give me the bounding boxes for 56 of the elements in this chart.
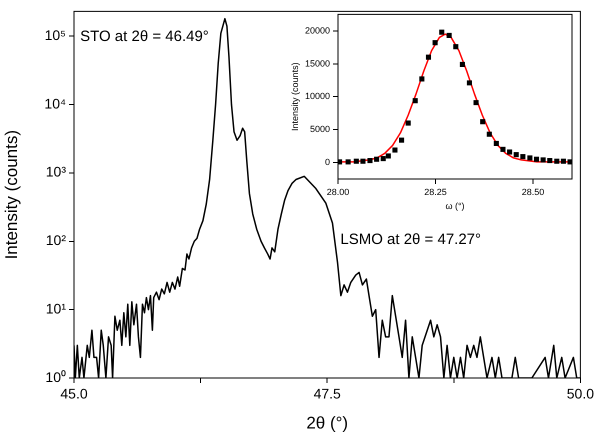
y-tick-label: 0 — [324, 157, 330, 168]
point — [367, 158, 373, 164]
point — [360, 158, 366, 164]
point — [486, 132, 492, 137]
x-tick-label: 47.5 — [314, 385, 342, 402]
point — [412, 98, 418, 104]
annotation: LSMO at 2θ = 47.27° — [340, 230, 482, 248]
point — [426, 54, 432, 60]
point — [500, 146, 506, 152]
point — [453, 44, 458, 50]
y-tick-label: 10³ — [46, 164, 66, 180]
point — [540, 157, 546, 162]
point — [514, 152, 519, 158]
point — [419, 76, 424, 82]
y-axis-title: Intensity (counts) — [290, 62, 300, 131]
point — [346, 159, 351, 164]
point — [554, 158, 560, 164]
point — [386, 153, 391, 158]
point — [494, 140, 499, 146]
x-axis-title: 2θ (°) — [306, 413, 348, 432]
y-tick-label: 10000 — [304, 91, 330, 102]
point — [507, 149, 512, 155]
y-tick-label: 10⁰ — [45, 368, 66, 385]
point — [439, 30, 444, 35]
point — [547, 158, 552, 164]
x-tick-label: 45.0 — [60, 385, 88, 402]
point — [460, 62, 465, 67]
x-axis-title: ω (°) — [445, 201, 465, 212]
point — [466, 80, 472, 86]
point — [534, 156, 540, 162]
y-tick-label: 20000 — [304, 25, 330, 36]
point — [399, 138, 404, 143]
annotation: STO at 2θ = 46.49° — [80, 28, 209, 46]
point — [380, 156, 386, 162]
y-tick-label: 10¹ — [46, 300, 66, 316]
y-tick-label: 5000 — [310, 124, 330, 134]
x-tick-label: 28.00 — [326, 186, 350, 197]
point — [474, 100, 479, 106]
point — [446, 32, 452, 38]
point — [392, 147, 398, 153]
point — [406, 120, 411, 126]
x-tick-label: 50.0 — [566, 385, 594, 402]
y-tick-label: 10² — [46, 232, 66, 248]
point — [520, 154, 526, 160]
point — [480, 119, 486, 124]
y-tick-label: 10⁴ — [44, 95, 66, 112]
y-tick-label: 10⁵ — [44, 26, 66, 43]
point — [527, 155, 532, 160]
y-tick-label: 15000 — [304, 58, 330, 68]
point — [432, 40, 438, 46]
y-axis-title: Intensity (counts) — [2, 130, 21, 260]
point — [354, 158, 359, 164]
x-tick-label: 28.25 — [424, 186, 447, 197]
point — [560, 158, 566, 164]
point — [374, 156, 380, 162]
x-tick-label: 28.50 — [522, 186, 544, 197]
